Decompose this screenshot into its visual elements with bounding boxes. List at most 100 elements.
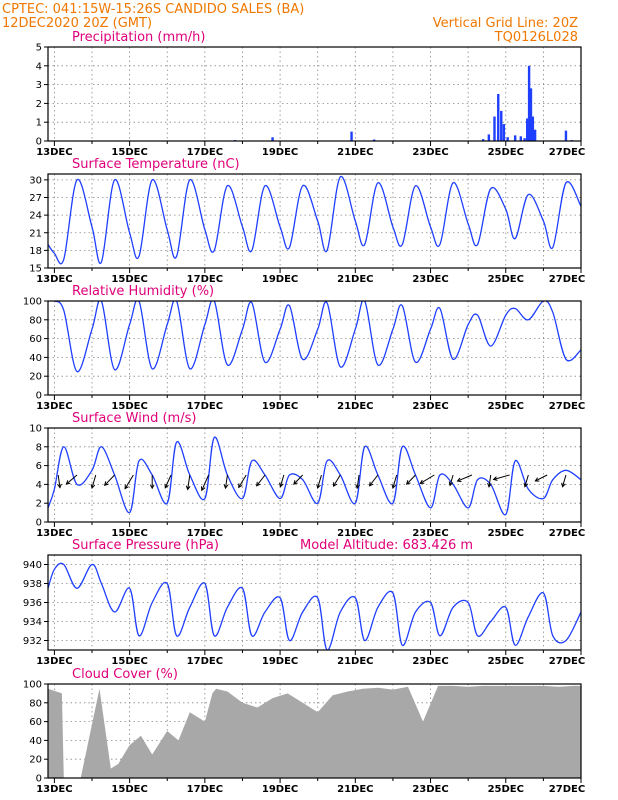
cloud-cover-xtick-label: 19DEC [262, 784, 298, 795]
precipitation-ytick-label: 2 [36, 99, 42, 110]
humidity-title: Relative Humidity (%) [72, 284, 214, 299]
wind-ytick-label: 6 [36, 461, 42, 472]
temperature-xtick-label: 17DEC [187, 274, 223, 285]
humidity-ytick-label: 20 [29, 372, 42, 383]
wind-vector-arrow [492, 474, 510, 481]
cloud-cover-title: Cloud Cover (%) [72, 667, 178, 682]
wind-vector-arrow [448, 474, 454, 487]
cloud-cover-ytick-label: 60 [29, 717, 42, 728]
humidity-xtick-label: 13DEC [36, 401, 72, 412]
wind-xtick-label: 13DEC [36, 528, 72, 539]
header-station: CPTEC: 041:15W-15:26S CANDIDO SALES (BA) [2, 2, 304, 17]
pressure-ytick-label: 940 [23, 560, 42, 571]
wind-vector-arrow [419, 474, 435, 484]
wind-vector-arrow [256, 474, 266, 487]
pressure-xtick-label: 27DEC [549, 656, 585, 667]
cloud-cover-xtick-label: 23DEC [412, 784, 448, 795]
wind-vector-arrow [185, 474, 191, 491]
precipitation-bar [527, 65, 531, 141]
humidity-ytick-label: 60 [29, 334, 42, 345]
cloud-cover-area [48, 685, 581, 778]
precipitation-bar [529, 88, 533, 141]
precipitation-xtick-label: 17DEC [187, 147, 223, 158]
temperature-xtick-label: 27DEC [549, 274, 585, 285]
pressure-annotation: Model Altitude: 683.426 m [300, 538, 473, 553]
precipitation-bar [482, 139, 485, 141]
cloud-cover-xtick-label: 25DEC [488, 784, 524, 795]
pressure-ytick-label: 936 [23, 598, 42, 609]
pressure-xtick-label: 13DEC [36, 656, 72, 667]
wind-ytick-label: 10 [29, 424, 42, 435]
pressure-frame [47, 554, 582, 651]
humidity-xtick-label: 21DEC [337, 401, 373, 412]
wind-ytick-label: 8 [36, 442, 42, 453]
wind-vector-arrow [487, 474, 492, 488]
precipitation-bar [271, 137, 274, 141]
wind-vector-arrow [149, 475, 155, 490]
cloud-cover-frame [47, 683, 582, 779]
precipitation-xtick-label: 13DEC [36, 147, 72, 158]
header-grid-note: Vertical Grid Line: 20Z [433, 16, 578, 31]
pressure-ytick-label: 938 [23, 579, 42, 590]
precipitation-ytick-label: 5 [36, 43, 42, 54]
precipitation-bar [564, 130, 568, 141]
humidity-ytick-label: 80 [29, 315, 42, 326]
precipitation-bar [513, 135, 517, 141]
humidity-xtick-label: 27DEC [549, 401, 585, 412]
precipitation-ytick-label: 0 [36, 137, 42, 148]
pressure-series-line [48, 562, 581, 650]
temperature-series-line [48, 176, 581, 265]
wind-vector-arrow [124, 474, 134, 490]
cloud-cover-xtick-label: 27DEC [549, 784, 585, 795]
temperature-ytick-label: 24 [29, 211, 42, 222]
precipitation-frame [47, 46, 582, 142]
wind-vector-arrow [238, 474, 247, 489]
humidity-xtick-label: 23DEC [412, 401, 448, 412]
panels: Precipitation (mm/h) 0 1 2 3 4 5 13DEC 15DEC 17DE… [23, 30, 585, 795]
wind-vector-arrow [523, 474, 529, 488]
pressure-xtick-label: 25DEC [488, 656, 524, 667]
temperature-ytick-label: 27 [29, 193, 42, 204]
pressure-panel: Surface Pressure (hPa) Model Altitude: 68… [23, 538, 585, 667]
temperature-panel: Surface Temperature (nC) 15 18 21 24 27 30 13DE… [29, 157, 585, 285]
wind-ytick-label: 2 [36, 499, 42, 510]
wind-panel: Surface Wind (m/s) 0 2 4 6 8 10 13DEC 15DEC 17DEC… [29, 411, 585, 539]
humidity-ytick-label: 100 [23, 297, 42, 308]
pressure-xtick-label: 19DEC [262, 656, 298, 667]
temperature-ytick-label: 30 [29, 175, 42, 186]
wind-vector-arrow [456, 474, 473, 482]
cloud-cover-ytick-label: 100 [23, 680, 42, 691]
temperature-xtick-label: 19DEC [262, 274, 298, 285]
pressure-xtick-label: 15DEC [111, 656, 147, 667]
precipitation-xtick-label: 21DEC [337, 147, 373, 158]
cloud-cover-xtick-label: 15DEC [111, 784, 147, 795]
cloud-cover-ytick-label: 80 [29, 698, 42, 709]
wind-ytick-label: 4 [36, 480, 42, 491]
header-run-date: 12DEC2020 20Z (GMT) [2, 16, 152, 31]
wind-ytick-label: 0 [36, 518, 42, 529]
wind-xtick-label: 19DEC [262, 528, 298, 539]
cloud-cover-xtick-label: 17DEC [187, 784, 223, 795]
precipitation-xtick-label: 23DEC [412, 147, 448, 158]
precipitation-bar [533, 129, 537, 141]
wind-vector-arrow [65, 474, 78, 485]
humidity-xtick-label: 17DEC [187, 401, 223, 412]
precipitation-bar [502, 124, 506, 141]
wind-xtick-label: 15DEC [111, 528, 147, 539]
temperature-ytick-label: 21 [29, 228, 42, 239]
precipitation-bar [372, 139, 376, 141]
temperature-xtick-label: 13DEC [36, 274, 72, 285]
temperature-title: Surface Temperature (nC) [72, 157, 240, 172]
cloud-cover-xtick-label: 13DEC [36, 784, 72, 795]
cloud-cover-panel: Cloud Cover (%) 0 20 40 60 80 100 13DEC 15DEC 17D… [23, 667, 585, 795]
pressure-ytick-label: 932 [23, 636, 42, 647]
humidity-xtick-label: 25DEC [488, 401, 524, 412]
temperature-xtick-label: 23DEC [412, 274, 448, 285]
cloud-cover-ytick-label: 20 [29, 755, 42, 766]
precipitation-ytick-label: 1 [36, 118, 42, 129]
wind-vector-arrow [561, 474, 567, 488]
precipitation-ytick-label: 4 [36, 61, 42, 72]
header-model-code: TQ0126L028 [494, 30, 578, 45]
humidity-frame [47, 300, 582, 396]
pressure-title: Surface Pressure (hPa) [72, 538, 219, 553]
